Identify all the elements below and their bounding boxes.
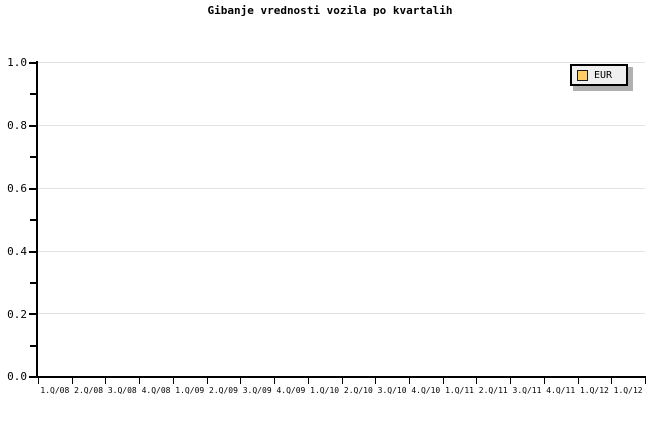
y-axis-minor-tick-0.1 [30,345,36,347]
x-axis-tick-4 [172,378,174,384]
gridline-0.6 [38,188,645,189]
x-axis-tick-8 [307,378,309,384]
y-axis-line [36,61,38,378]
gridline-0.2 [38,313,645,314]
x-axis-label-3: 4.Q/08 [141,386,171,395]
y-axis-label-0.8: 0.8 [7,119,27,132]
x-axis-label-12: 1.Q/11 [445,386,474,395]
x-axis-tick-15 [543,378,545,384]
y-axis-label-1.0: 1.0 [7,56,27,69]
y-axis-label-0.6: 0.6 [7,182,27,195]
x-axis-tick-14 [510,378,512,384]
x-axis-label-9: 2.Q/10 [343,386,373,395]
x-axis-tick-13 [476,378,478,384]
x-axis-tick-12 [442,378,444,384]
x-axis-tick-0 [38,378,39,384]
y-axis-tick-0.0 [29,376,36,378]
data-series-layer [38,62,645,376]
x-axis-tick-3 [139,378,141,384]
y-axis-tick-0.4 [29,251,36,253]
x-axis-tick-1 [71,378,73,384]
x-axis-label-1: 2.Q/08 [74,386,104,395]
x-axis-tick-9 [341,378,343,384]
y-axis-minor-tick-0.9 [30,93,36,95]
x-axis-label-16: 1.Q/12 [579,386,609,395]
y-axis-label-0.2: 0.2 [7,308,27,321]
y-axis-minor-tick-0.3 [30,282,36,284]
legend-box[interactable]: EUR [570,64,628,86]
y-axis-minor-tick-0.5 [30,219,36,221]
gridline-1.0 [38,62,645,63]
chart-title: Gibanje vrednosti vozila po kvartalih [207,4,453,17]
x-axis-label-4: 1.Q/09 [175,386,205,395]
y-axis-tick-0.8 [29,125,36,127]
x-axis-tick-17 [611,378,613,384]
plot-area [38,62,645,376]
y-axis-minor-tick-0.7 [30,156,36,158]
x-axis-label-11: 4.Q/10 [411,386,441,395]
x-axis-label-8: 1.Q/10 [310,386,340,395]
x-axis-label-15: 4.Q/11 [546,386,576,395]
x-axis-label-10: 3.Q/10 [377,386,407,395]
legend-swatch-eur-icon [577,69,588,81]
y-axis-tick-0.6 [29,188,36,190]
x-axis-label-6: 3.Q/09 [242,386,272,395]
x-axis-tick-7 [274,378,276,384]
x-axis-line [36,376,646,378]
x-axis-tick-5 [206,378,208,384]
x-axis-tick-10 [375,378,377,384]
y-axis-tick-1.0 [29,62,36,64]
x-axis-tick-11 [408,378,410,384]
x-axis-label-7: 4.Q/09 [276,386,306,395]
y-axis-label-0.4: 0.4 [7,245,27,258]
x-axis-tick-2 [105,378,107,384]
x-axis-label-14: 3.Q/11 [512,386,542,395]
x-axis-label-2: 3.Q/08 [107,386,137,395]
y-axis-label-0.0: 0.0 [7,370,27,383]
x-axis-tick-6 [240,378,242,384]
x-axis-label-13: 2.Q/11 [478,386,508,395]
x-axis-tick-16 [577,378,579,384]
y-axis-tick-0.2 [29,313,36,315]
x-axis-label-17: 1.Q/12 [613,386,643,395]
x-axis-label-0: 1.Q/08 [40,386,70,395]
x-axis-label-5: 2.Q/09 [209,386,238,395]
gridline-0.4 [38,251,645,252]
legend-label-eur: EUR [594,69,613,81]
gridline-0.8 [38,125,645,126]
x-axis-tick-end [645,378,646,384]
